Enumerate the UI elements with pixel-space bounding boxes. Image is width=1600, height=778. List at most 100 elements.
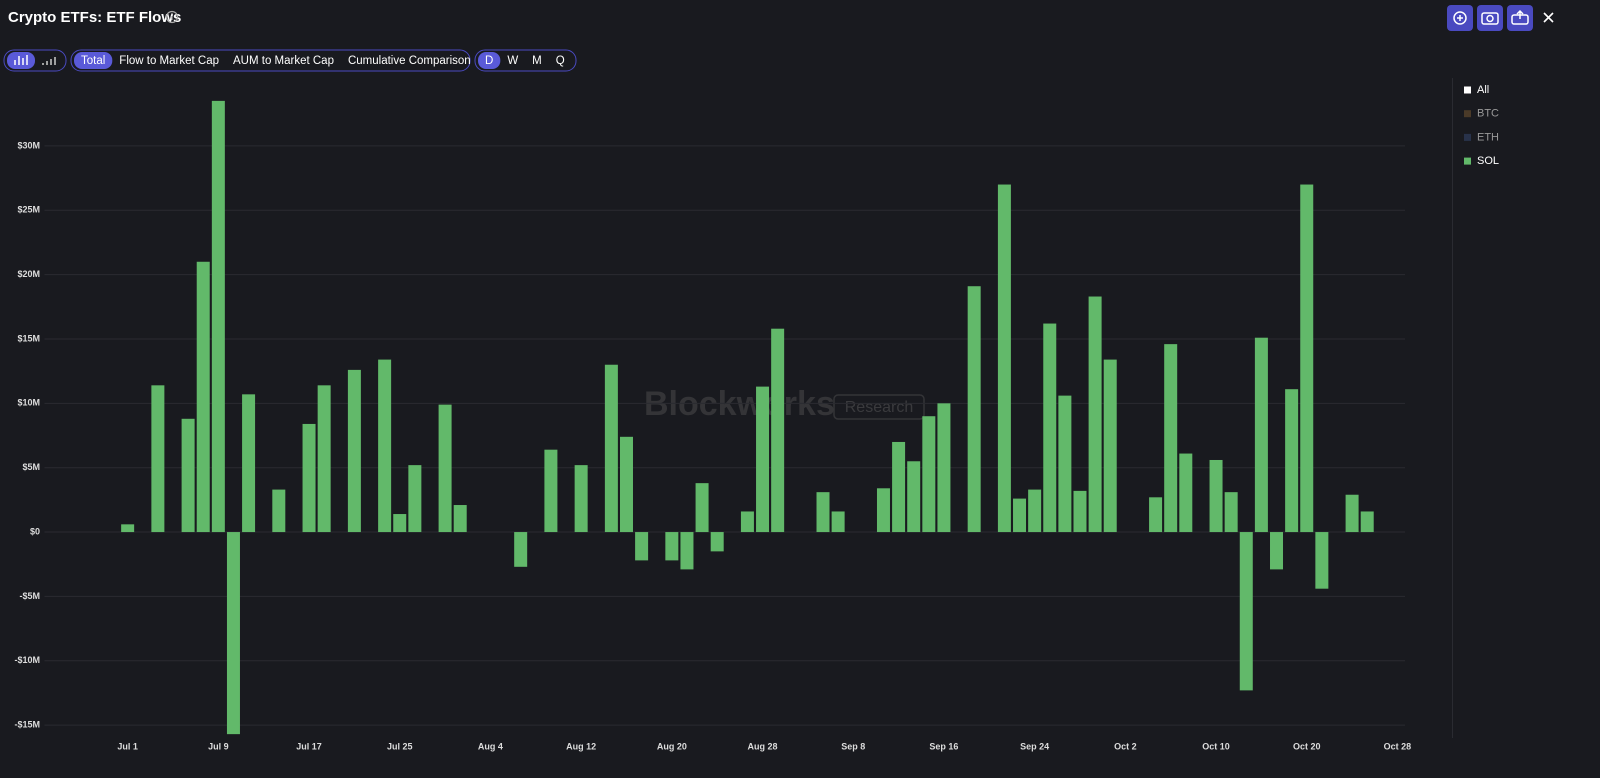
bar — [378, 359, 392, 533]
bar — [831, 511, 845, 533]
bar — [317, 385, 331, 533]
legend-divider — [1452, 78, 1453, 738]
y-tick-label: $25M — [17, 205, 40, 215]
toggle-button[interactable]: W — [507, 55, 518, 67]
close-button[interactable] — [1543, 12, 1554, 23]
bar-style-button[interactable] — [7, 52, 35, 69]
bar — [574, 465, 588, 533]
bar — [272, 489, 286, 533]
bar — [121, 524, 135, 533]
toggle-button[interactable]: Cumulative Comparison — [348, 55, 471, 67]
bar — [1270, 532, 1284, 570]
active-pill — [74, 52, 113, 69]
y-tick-label: $20M — [17, 269, 40, 279]
x-tick-label: Jul 9 — [208, 741, 229, 751]
y-tick-label: $5M — [22, 462, 40, 472]
x-tick-label: Oct 2 — [1114, 741, 1137, 751]
x-tick-label: Oct 10 — [1202, 741, 1230, 751]
bar — [1315, 532, 1329, 589]
watermark-box — [833, 394, 925, 420]
x-tick-label: Jul 25 — [387, 741, 413, 751]
x-tick-label: Oct 20 — [1293, 741, 1321, 751]
page-title: Crypto ETFs: ETF Flows — [8, 9, 181, 26]
toggle-button[interactable]: Total — [81, 55, 105, 67]
bar — [1103, 359, 1117, 533]
toggle-button[interactable]: Q — [556, 55, 565, 67]
info-icon[interactable] — [165, 10, 179, 24]
bar — [710, 532, 724, 552]
bar — [1058, 395, 1072, 533]
bar — [1164, 344, 1178, 533]
legend-swatch — [1464, 157, 1471, 165]
camera-button[interactable] — [1477, 5, 1503, 31]
bar — [997, 184, 1011, 533]
bar — [922, 416, 936, 533]
watermark-text: Blockworks — [644, 385, 835, 423]
mode-group — [70, 49, 471, 72]
x-tick-label: Jul 1 — [117, 741, 138, 751]
bar — [604, 364, 618, 533]
legend-swatch — [1464, 133, 1471, 141]
x-tick-label: Aug 4 — [478, 741, 503, 751]
bar — [453, 505, 467, 533]
bar — [635, 532, 649, 561]
bar — [438, 404, 452, 533]
bar — [907, 461, 921, 533]
x-tick-label: Sep 16 — [929, 741, 958, 751]
bar — [756, 386, 770, 533]
stack-icon[interactable] — [42, 57, 56, 65]
bar — [181, 418, 195, 533]
toggle-button[interactable]: D — [485, 55, 493, 67]
bar-icon — [14, 55, 28, 65]
bar — [1285, 389, 1299, 533]
bar — [680, 532, 694, 570]
bar — [1149, 497, 1163, 533]
toggle-button[interactable]: M — [532, 55, 542, 67]
bar — [408, 465, 422, 533]
legend-label[interactable]: ETH — [1477, 131, 1499, 143]
bar — [211, 100, 225, 533]
bar — [740, 511, 754, 533]
bar — [1239, 532, 1253, 691]
x-tick-label: Jul 17 — [296, 741, 322, 751]
y-tick-label: -$15M — [14, 720, 40, 730]
bar — [196, 261, 210, 533]
bar — [665, 532, 679, 561]
bar — [967, 286, 981, 533]
bar — [151, 385, 165, 533]
bar — [226, 532, 240, 735]
bar — [302, 423, 316, 533]
share-button[interactable] — [1507, 5, 1533, 31]
bar — [619, 436, 633, 533]
add-button[interactable] — [1447, 5, 1473, 31]
watermark: Blockworks Research — [644, 385, 925, 423]
bar — [1028, 489, 1042, 533]
legend-swatch — [1464, 86, 1471, 94]
bar — [347, 369, 361, 533]
legend-swatch — [1464, 110, 1471, 118]
x-tick-label: Sep 24 — [1020, 741, 1049, 751]
period-group — [474, 49, 577, 72]
bar — [1224, 492, 1238, 533]
y-tick-label: $0 — [30, 526, 40, 536]
bar — [1043, 323, 1057, 533]
legend-label[interactable]: All — [1477, 84, 1489, 96]
y-tick-label: $30M — [17, 140, 40, 150]
legend-label[interactable]: BTC — [1477, 108, 1499, 120]
bar — [1345, 494, 1359, 533]
bar — [544, 449, 558, 533]
legend-label[interactable]: SOL — [1477, 155, 1499, 167]
bar — [876, 488, 890, 533]
bar — [1073, 490, 1087, 533]
bar — [816, 492, 830, 533]
y-tick-label: -$10M — [14, 655, 40, 665]
toggle-button[interactable]: Flow to Market Cap — [119, 55, 219, 67]
bar — [393, 514, 407, 533]
x-tick-label: Oct 28 — [1384, 741, 1412, 751]
bar — [1254, 337, 1268, 533]
bar — [514, 532, 528, 567]
active-pill — [478, 52, 501, 69]
toggle-button[interactable]: AUM to Market Cap — [233, 55, 334, 67]
y-tick-label: $10M — [17, 398, 40, 408]
